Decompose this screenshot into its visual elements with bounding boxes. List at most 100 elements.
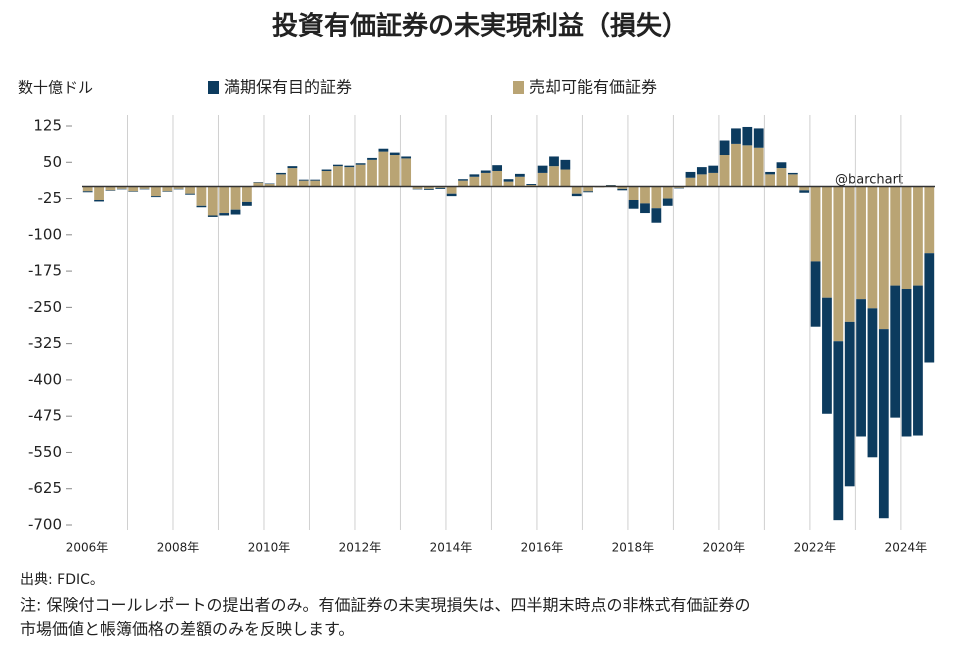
bar [276, 174, 286, 187]
bar [298, 180, 309, 187]
bar [424, 186, 434, 189]
bar [628, 186, 639, 200]
bar [890, 285, 901, 418]
bar [867, 186, 878, 309]
bar [787, 172, 798, 175]
x-tick-label: 2024年 [885, 541, 928, 555]
x-tick-label: 2006年 [66, 541, 109, 555]
bar [333, 164, 343, 167]
legend-label: 満期保有目的証券 [224, 78, 352, 97]
x-tick-label: 2016年 [521, 541, 564, 555]
y-tick-label: -100 [28, 225, 62, 243]
bar [731, 143, 741, 187]
x-tick-label: 2014年 [430, 541, 473, 555]
bar [367, 157, 377, 160]
bar [219, 213, 230, 216]
bar [242, 201, 252, 206]
x-tick-label: 2022年 [794, 541, 837, 555]
bar [640, 203, 650, 214]
bar [799, 186, 810, 191]
bar [787, 174, 798, 187]
y-tick-label: -475 [28, 407, 62, 425]
bar [913, 285, 923, 436]
y-tick-label: -550 [28, 443, 62, 461]
bar [139, 186, 150, 189]
y-unit: 数十億ドル [18, 79, 93, 97]
bar [696, 167, 707, 175]
bar [458, 179, 468, 181]
bar [298, 179, 309, 181]
y-tick-label: -700 [28, 516, 62, 534]
bar [480, 172, 491, 187]
bar [424, 188, 434, 190]
bar [822, 186, 832, 298]
bar [219, 186, 230, 214]
bar [378, 148, 389, 152]
bar [185, 186, 195, 194]
y-tick-label: -325 [28, 334, 62, 352]
bar [617, 186, 628, 189]
bar [537, 165, 548, 173]
bar [196, 205, 207, 208]
bar [230, 186, 241, 210]
bar [640, 186, 650, 204]
bar [378, 151, 389, 187]
bar [810, 261, 821, 327]
bar [526, 184, 537, 186]
source: 出典: FDIC。 [20, 572, 104, 588]
bar [207, 186, 218, 216]
bar [662, 186, 673, 199]
bar [651, 208, 662, 223]
x-tick-label: 2010年 [248, 541, 291, 555]
bar [549, 156, 559, 167]
bar [151, 196, 161, 198]
bar [242, 186, 252, 202]
bar [173, 186, 184, 189]
bar [82, 191, 93, 193]
bar [469, 174, 480, 177]
bar [151, 186, 161, 197]
bar [105, 186, 116, 191]
bar [344, 165, 355, 168]
bar [469, 176, 480, 187]
bar [731, 128, 741, 144]
bar [355, 164, 366, 187]
bar [776, 168, 787, 187]
bar [128, 186, 139, 192]
bar [856, 186, 866, 300]
bar [446, 186, 457, 194]
bar [844, 321, 855, 487]
bar [549, 166, 559, 187]
bar [446, 193, 457, 197]
bar [719, 155, 730, 187]
bar [867, 308, 878, 458]
bar [583, 191, 593, 193]
bar [537, 172, 548, 187]
bar [571, 186, 582, 194]
bar [617, 188, 628, 191]
y-tick-label: 50 [43, 153, 62, 171]
bar [799, 190, 810, 193]
bar [310, 180, 321, 187]
bar [662, 198, 673, 206]
y-tick-label: -625 [28, 479, 62, 497]
bar [765, 174, 775, 187]
bar [321, 169, 332, 171]
bar [890, 186, 901, 286]
bar [924, 186, 935, 254]
legend-swatch [208, 81, 219, 94]
bar [401, 158, 412, 187]
bar [583, 186, 593, 192]
bar [776, 162, 787, 169]
bar [685, 177, 696, 187]
bar [276, 172, 286, 175]
bar [492, 165, 503, 171]
bar [514, 176, 525, 187]
bar [503, 181, 514, 187]
bar [230, 209, 241, 215]
bar [458, 180, 468, 187]
bar [696, 174, 707, 187]
x-tick-label: 2018年 [612, 541, 655, 555]
bar [412, 186, 423, 189]
